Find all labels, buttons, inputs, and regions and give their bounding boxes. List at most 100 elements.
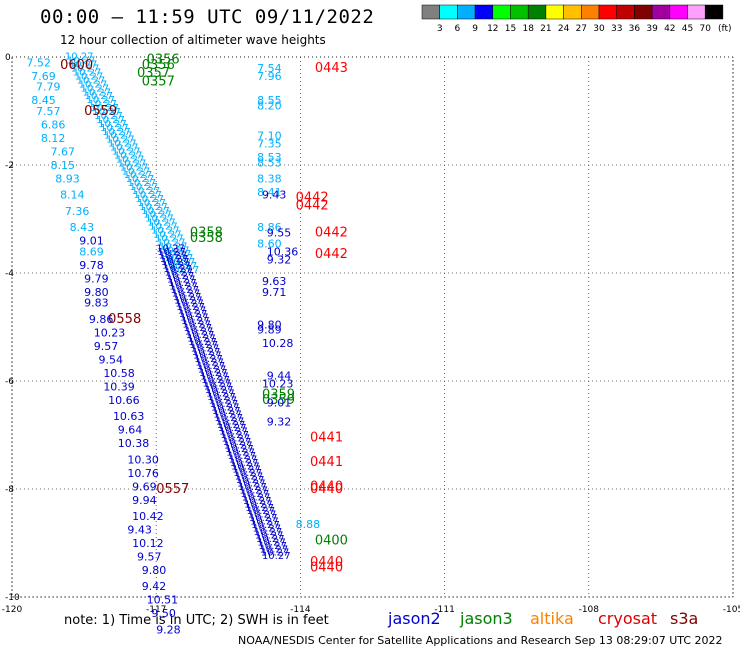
swh-label: 8.15 [50,159,75,172]
dense-track-label-cyan: 10.27 [120,162,149,173]
dense-track-label-cyan: 10.27 [133,190,162,201]
dense-track-label-blue: 10.27 [163,264,192,275]
pass-time-label: 0359 [262,388,295,403]
dense-track-label-blue: 10.27 [173,292,202,303]
dense-track-label-cyan: 10.27 [169,261,198,272]
legend-swatch [492,4,511,20]
dense-track-label-blue: 10.27 [161,257,190,268]
dense-track-label-blue: 10.27 [201,375,230,386]
dense-track-label-blue: 10.27 [198,364,227,375]
swh-label: 7.57 [36,105,61,118]
legend-swatch [651,4,671,20]
swh-label: 8.20 [257,100,282,113]
pass-time-label: 0443 [315,61,348,76]
dense-track-label-blue: 10.27 [159,250,188,261]
pass-time-label: 0441 [310,431,343,446]
dense-track-label-blue: 10.27 [220,430,249,441]
dense-track-label-blue: 10.27 [197,361,226,372]
swh-label: 8.12 [41,132,65,145]
plot-frame [11,56,734,598]
dense-track-label-cyan: 10.27 [106,135,135,146]
dense-track-label-cyan: 10.27 [151,226,180,237]
dense-track-label-blue: 10.27 [192,347,221,358]
legend-tick-label: 24 [558,24,570,34]
swh-label: 8.88 [296,518,321,531]
swh-label: 10.63 [113,410,145,423]
dense-track-label-blue: 10.27 [185,326,214,337]
dense-track-label-cyan: 10.27 [165,253,194,264]
swh-label: 9.54 [99,353,124,366]
swh-label: 9.79 [84,272,109,285]
x-tick-label: -111 [434,605,454,615]
swh-label: 7.52 [26,56,50,69]
y-tick-label: -4 [5,269,14,279]
swh-label: 9.57 [94,340,119,353]
pass-time-label: 0441 [310,455,343,470]
dense-track-label-blue: 10.27 [231,461,260,472]
legend-swatch [421,4,440,20]
dense-track-label-cyan: 10.27 [102,127,131,138]
swh-label: 9.01 [79,235,104,248]
dense-track-label-cyan: 10.27 [88,99,117,110]
plot-axes: -120 -117 -114 -111 -108 -105 0 -2 -4 -6 -8 -10 [2,53,740,615]
dense-track-label-blue: 10.27 [230,458,259,469]
legend-swatch [581,4,600,20]
swh-label: 7.35 [257,137,282,150]
x-tick-label: -117 [146,605,166,615]
legend-tick-label: 33 [611,24,622,34]
satellite-label-cryosat: cryosat [598,609,658,628]
chart-title: 00:00 – 11:59 UTC 09/11/2022 [40,6,375,28]
pass-time-label: 0356 [147,53,180,68]
pass-time-label: 0359 [262,393,295,408]
dense-track-label-cyan: 10.27 [155,233,184,244]
dense-track-label-blue: 10.27 [184,323,213,334]
dense-track-label-cyan: 10.27 [104,131,133,142]
dense-track-label-blue: 10.27 [254,527,283,538]
pass-time-label: 0358 [190,231,223,246]
pass-time-label: 0442 [315,247,348,262]
dense-track-label-cyan: 10.27 [92,107,121,118]
swh-label: 9.69 [132,480,157,493]
footer-note: note: 1) Time is in UTC; 2) SWH is in fe… [64,613,329,628]
dense-track-label-blue: 10.27 [210,399,239,410]
legend-swatch [474,4,494,20]
swh-label: 10.36 [267,245,299,258]
dense-track-label-cyan: 10.27 [163,249,192,260]
dense-track-label-cyan: 10.27 [129,182,158,193]
legend-tick-label: 30 [593,24,605,34]
swh-label: 10.66 [108,394,140,407]
swh-label: 7.36 [65,205,90,218]
legend-swatch [527,4,547,20]
swh-label: 6.86 [41,119,65,132]
swh-label: 8.69 [79,245,104,258]
dense-track-label-blue: 10.27 [165,268,194,279]
legend-swatch [457,4,476,20]
dense-track-label-cyan: 10.27 [149,222,178,233]
dense-track-label-cyan: 10.27 [171,265,200,276]
legend-swatch [439,4,458,20]
pass-time-label: 0440 [310,560,343,575]
dense-track-label-blue: 10.27 [174,295,203,306]
dense-track-label-blue: 10.27 [232,465,261,476]
pass-time-label: 0559 [84,104,117,119]
dense-track-label-blue: 10.27 [217,420,246,431]
dense-track-label-cyan: 10.27 [159,241,188,252]
dense-track-label-cyan: 10.27 [147,218,176,229]
swh-label: 10.38 [118,437,150,450]
dense-track-label-cyan: 10.27 [65,52,94,63]
dense-track-label-blue: 10.27 [175,299,204,310]
footer-credit: NOAA/NESDIS Center for Satellite Applica… [238,634,723,647]
dense-track-label-blue: 10.27 [251,520,280,531]
legend-swatch [598,4,617,20]
dense-track-label-blue: 10.27 [219,427,248,438]
swh-label: 7.79 [36,81,61,94]
dense-track-label-blue: 10.27 [203,378,232,389]
dense-track-label-blue: 10.27 [229,454,258,465]
dense-track-label-cyan: 10.27 [112,147,141,158]
swh-label: 9.83 [84,297,109,310]
swh-label: 8.14 [60,189,85,202]
swh-label: 7.67 [50,146,75,159]
pass-time-label: 0442 [296,199,329,214]
swh-label: 8.93 [55,173,79,186]
swh-label: 9.64 [118,424,143,437]
